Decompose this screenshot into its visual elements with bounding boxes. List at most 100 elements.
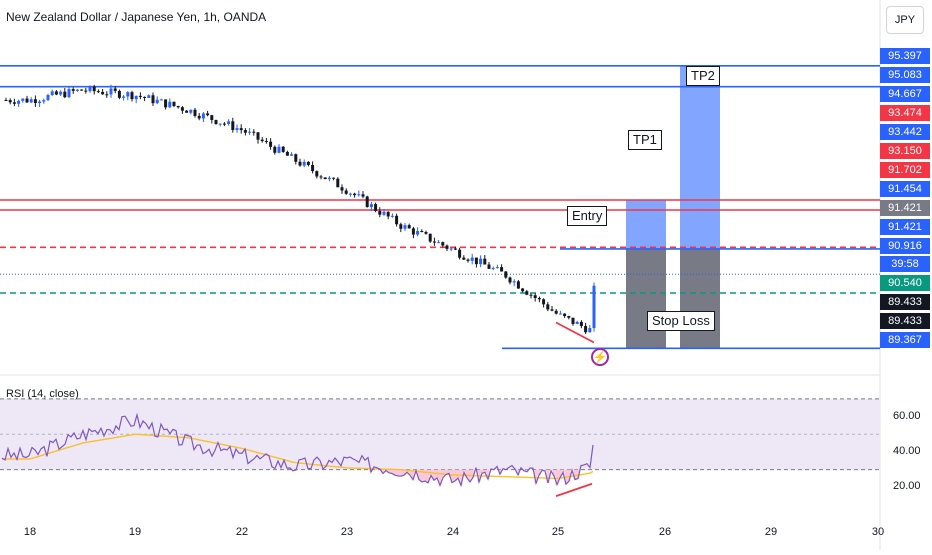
x-tick-label: 25 <box>552 526 564 538</box>
candle <box>580 322 583 326</box>
candle <box>441 242 444 245</box>
price-scale-label: 89.433 <box>880 294 930 310</box>
candle <box>412 228 415 234</box>
candle <box>513 281 516 282</box>
x-tick-label: 30 <box>872 526 884 538</box>
candle <box>475 258 478 265</box>
candle <box>97 91 100 92</box>
candle <box>55 91 58 94</box>
candle <box>555 311 558 314</box>
candle <box>135 96 138 99</box>
price-scale-label: 91.421 <box>880 200 930 216</box>
candle <box>559 314 562 315</box>
candle <box>341 187 344 190</box>
candle <box>93 87 96 92</box>
candle <box>546 304 549 309</box>
candle <box>278 147 281 153</box>
price-scale-label: 39:58 <box>880 256 930 272</box>
price-scale-label: 91.421 <box>880 219 930 235</box>
candle <box>282 147 285 152</box>
candle <box>227 121 230 124</box>
flash-icon[interactable]: ⚡ <box>591 348 609 366</box>
candle <box>105 94 108 95</box>
x-tick-label: 18 <box>24 526 36 538</box>
tp1-risk-zone <box>626 249 666 348</box>
candle <box>273 147 276 153</box>
rsi-tick-label: 60.00 <box>893 410 921 422</box>
candle <box>236 128 239 130</box>
candle <box>492 268 495 269</box>
candle <box>118 91 121 98</box>
x-tick-label: 19 <box>129 526 141 538</box>
candle <box>551 309 554 310</box>
candle <box>517 281 520 288</box>
candle <box>248 132 251 133</box>
candle <box>429 234 432 242</box>
chart-title: New Zealand Dollar / Japanese Yen, 1h, O… <box>6 10 266 24</box>
price-scale-label: 93.442 <box>880 124 930 140</box>
candle <box>446 246 449 249</box>
candle <box>349 194 352 195</box>
candle <box>269 142 272 147</box>
candle <box>353 194 356 195</box>
candle <box>9 100 12 102</box>
candle <box>72 89 75 91</box>
candle <box>328 178 331 179</box>
candle <box>219 124 222 125</box>
price-scale-label: 93.150 <box>880 143 930 159</box>
candle <box>332 178 335 179</box>
candle <box>362 194 365 196</box>
candle <box>265 141 268 142</box>
candle <box>399 224 402 229</box>
candle <box>563 314 566 316</box>
candle <box>303 162 306 166</box>
candle <box>534 295 537 298</box>
candle <box>30 99 33 102</box>
currency-button[interactable]: JPY <box>886 6 924 34</box>
candle <box>315 171 318 176</box>
candle <box>202 113 205 118</box>
candle <box>168 102 171 108</box>
rsi-oversold-fill <box>397 470 400 476</box>
candle <box>156 100 159 103</box>
candle <box>488 265 491 269</box>
candle <box>42 100 45 101</box>
candle <box>530 295 533 296</box>
candle <box>38 102 41 103</box>
candle <box>5 100 8 101</box>
candle <box>509 278 512 283</box>
candle <box>252 132 255 133</box>
candle <box>357 194 360 195</box>
tp2-risk-zone <box>680 249 720 348</box>
price-scale-label: 91.454 <box>880 181 930 197</box>
candle <box>68 89 71 97</box>
candle <box>320 176 323 177</box>
candle <box>572 318 575 324</box>
tp1-label: TP1 <box>628 130 662 150</box>
price-scale-label: 90.540 <box>880 275 930 291</box>
candle <box>21 99 24 101</box>
candle <box>290 154 293 155</box>
candle <box>189 110 192 113</box>
candle <box>131 92 134 99</box>
candle <box>114 88 117 90</box>
candle <box>76 90 79 91</box>
rsi-oversold-fill <box>457 470 460 479</box>
rsi-tick-label: 20.00 <box>893 480 921 492</box>
price-scale-label: 89.433 <box>880 313 930 329</box>
candle <box>458 250 461 258</box>
candle <box>84 91 87 92</box>
stop-loss-label: Stop Loss <box>647 311 715 331</box>
candle <box>378 211 381 215</box>
candle <box>244 130 247 133</box>
x-tick-label: 22 <box>236 526 248 538</box>
candle <box>198 116 201 118</box>
candle <box>437 242 440 243</box>
candle <box>26 99 29 103</box>
candle <box>143 97 146 98</box>
candle <box>164 99 167 107</box>
candle <box>462 258 465 260</box>
tp2-zone <box>680 66 720 249</box>
tp1-zone <box>626 200 666 249</box>
